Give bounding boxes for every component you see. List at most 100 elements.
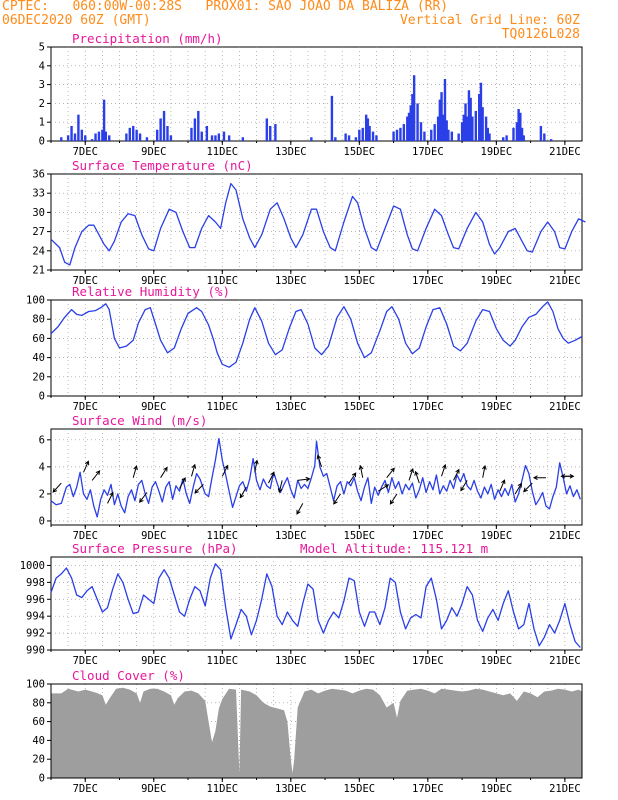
- wind-arrow: [333, 493, 341, 505]
- wind-arrow: [499, 479, 506, 492]
- precip-bar: [543, 133, 546, 141]
- pres-xtick-label: 15DEC: [344, 655, 376, 667]
- rh-xtick-label: 9DEC: [141, 401, 166, 413]
- precip-bar: [519, 112, 522, 141]
- wind-arrow: [91, 470, 101, 481]
- wind-arrow: [377, 484, 390, 492]
- precip-bar: [347, 135, 351, 141]
- pres-ytick-label: 994: [26, 611, 45, 623]
- wind-arrow: [316, 454, 323, 468]
- precip-bar: [334, 137, 337, 141]
- precip-bar: [104, 131, 108, 141]
- temp-xtick-label: 19DEC: [481, 275, 513, 287]
- pres-xtick-label: 19DEC: [481, 655, 513, 667]
- temp-ytick-label: 21: [32, 265, 45, 277]
- precip-bar: [135, 129, 138, 141]
- wind-arrow: [386, 467, 395, 479]
- precip-bar: [269, 125, 272, 141]
- precip-bar: [486, 127, 489, 141]
- rh-xtick-label: 19DEC: [481, 401, 513, 413]
- precip-bar: [169, 135, 173, 141]
- rh-ytick-label: 20: [32, 371, 45, 383]
- pres-ytick-label: 998: [26, 577, 45, 589]
- cloud-title: Cloud Cover (%): [72, 668, 185, 683]
- precip-bar: [464, 103, 467, 141]
- temp-xtick-label: 7DEC: [73, 275, 98, 287]
- wind-arrow: [132, 465, 138, 478]
- precip-bar: [411, 94, 414, 141]
- temp-xtick-label: 15DEC: [344, 275, 376, 287]
- rh-ytick-label: 100: [26, 295, 45, 307]
- precip-bar: [162, 110, 166, 141]
- precip-ytick-label: 1: [39, 117, 45, 129]
- precip-bar: [84, 135, 87, 141]
- precip-bar: [166, 125, 169, 141]
- temp-xtick-label: 13DEC: [275, 275, 307, 287]
- cloud-ytick-label: 40: [32, 735, 45, 747]
- wind-arrow: [441, 463, 447, 477]
- rh-panel: 0 20 40 60 80 100 7DEC 9DEC 11DEC 13DEC 15DEC 17DEC…: [26, 284, 583, 413]
- temp-panel: 21 24 27 30 33 36 7DEC 9DEC 11DEC 13DEC 15DEC 17DEC…: [32, 158, 586, 287]
- precip-ytick-label: 0: [39, 136, 45, 148]
- precip-ytick-label: 2: [39, 98, 45, 110]
- precip-bar: [462, 114, 466, 141]
- wind-ytick-label: 4: [39, 461, 45, 473]
- wind-ytick-label: 0: [39, 515, 45, 527]
- precip-ytick-label: 3: [39, 79, 45, 91]
- precip-bar: [402, 124, 406, 141]
- precip-bar: [145, 137, 149, 141]
- rh-xtick-label: 21DEC: [549, 401, 581, 413]
- precip-bar: [80, 129, 84, 141]
- cloud-frame-top: [50, 683, 583, 779]
- temp-xtick-label: 17DEC: [412, 275, 444, 287]
- precip-bar: [77, 114, 80, 141]
- header-model-id: TQ0126L028: [501, 27, 580, 42]
- precip-bar: [406, 116, 409, 141]
- precip-bar: [265, 118, 269, 141]
- wind-arrow: [532, 475, 546, 481]
- cloud-xtick-label: 15DEC: [344, 783, 376, 795]
- pres-panel: 990 992 994 996 998 1000 7DEC 9DEC 11DEC 13DEC 15D…: [20, 541, 583, 667]
- temp-ytick-label: 30: [32, 207, 45, 219]
- wind-xtick-label: 11DEC: [206, 530, 238, 542]
- wind-arrow: [52, 482, 62, 493]
- rh-frame: [50, 299, 583, 397]
- wind-arrow: [514, 482, 522, 495]
- wind-arrow: [221, 464, 229, 477]
- precip-bar: [409, 105, 412, 141]
- pres-xtick-label: 17DEC: [412, 655, 444, 667]
- pres-xtick-label: 7DEC: [73, 655, 98, 667]
- wind-xtick-label: 15DEC: [344, 530, 376, 542]
- precip-bar: [505, 135, 508, 141]
- precip-bar: [442, 114, 445, 141]
- header-grid-note: Vertical Grid Line: 60Z: [399, 13, 580, 28]
- wind-arrow: [414, 470, 420, 484]
- pres-annotation: Model Altitude: 115.121 m: [300, 541, 488, 556]
- wind-arrow: [254, 459, 259, 473]
- precip-bar: [460, 122, 464, 141]
- precip-bar: [330, 95, 334, 141]
- temp-ytick-label: 24: [32, 245, 45, 257]
- cloud-xtick-label: 7DEC: [73, 783, 98, 795]
- cloud-xtick-label: 11DEC: [206, 783, 238, 795]
- cloud-xtick-label: 9DEC: [141, 783, 166, 795]
- precip-bar: [366, 118, 370, 141]
- precip-bar: [430, 129, 433, 141]
- cloud-xtick-label: 13DEC: [275, 783, 307, 795]
- precip-bar: [484, 116, 488, 141]
- cloud-ytick-label: 100: [26, 679, 45, 691]
- precip-xtick-label: 13DEC: [275, 146, 307, 158]
- cloud-ytick-label: 20: [32, 754, 45, 766]
- precip-xtick-label: 19DEC: [481, 146, 513, 158]
- precip-bar: [217, 133, 221, 141]
- cloud-panel: 0 20 40 60 80 100 7DEC 9DEC 11DEC 13DEC 15DEC 17DEC…: [26, 668, 583, 795]
- precip-bar: [97, 131, 101, 141]
- wind-arrow: [239, 486, 247, 499]
- precip-bar: [310, 137, 313, 141]
- precip-bar: [474, 110, 477, 141]
- wind-arrow: [460, 480, 468, 492]
- wind-xtick-label: 21DEC: [549, 530, 581, 542]
- wind-arrow: [107, 491, 114, 504]
- wind-arrow: [191, 463, 197, 477]
